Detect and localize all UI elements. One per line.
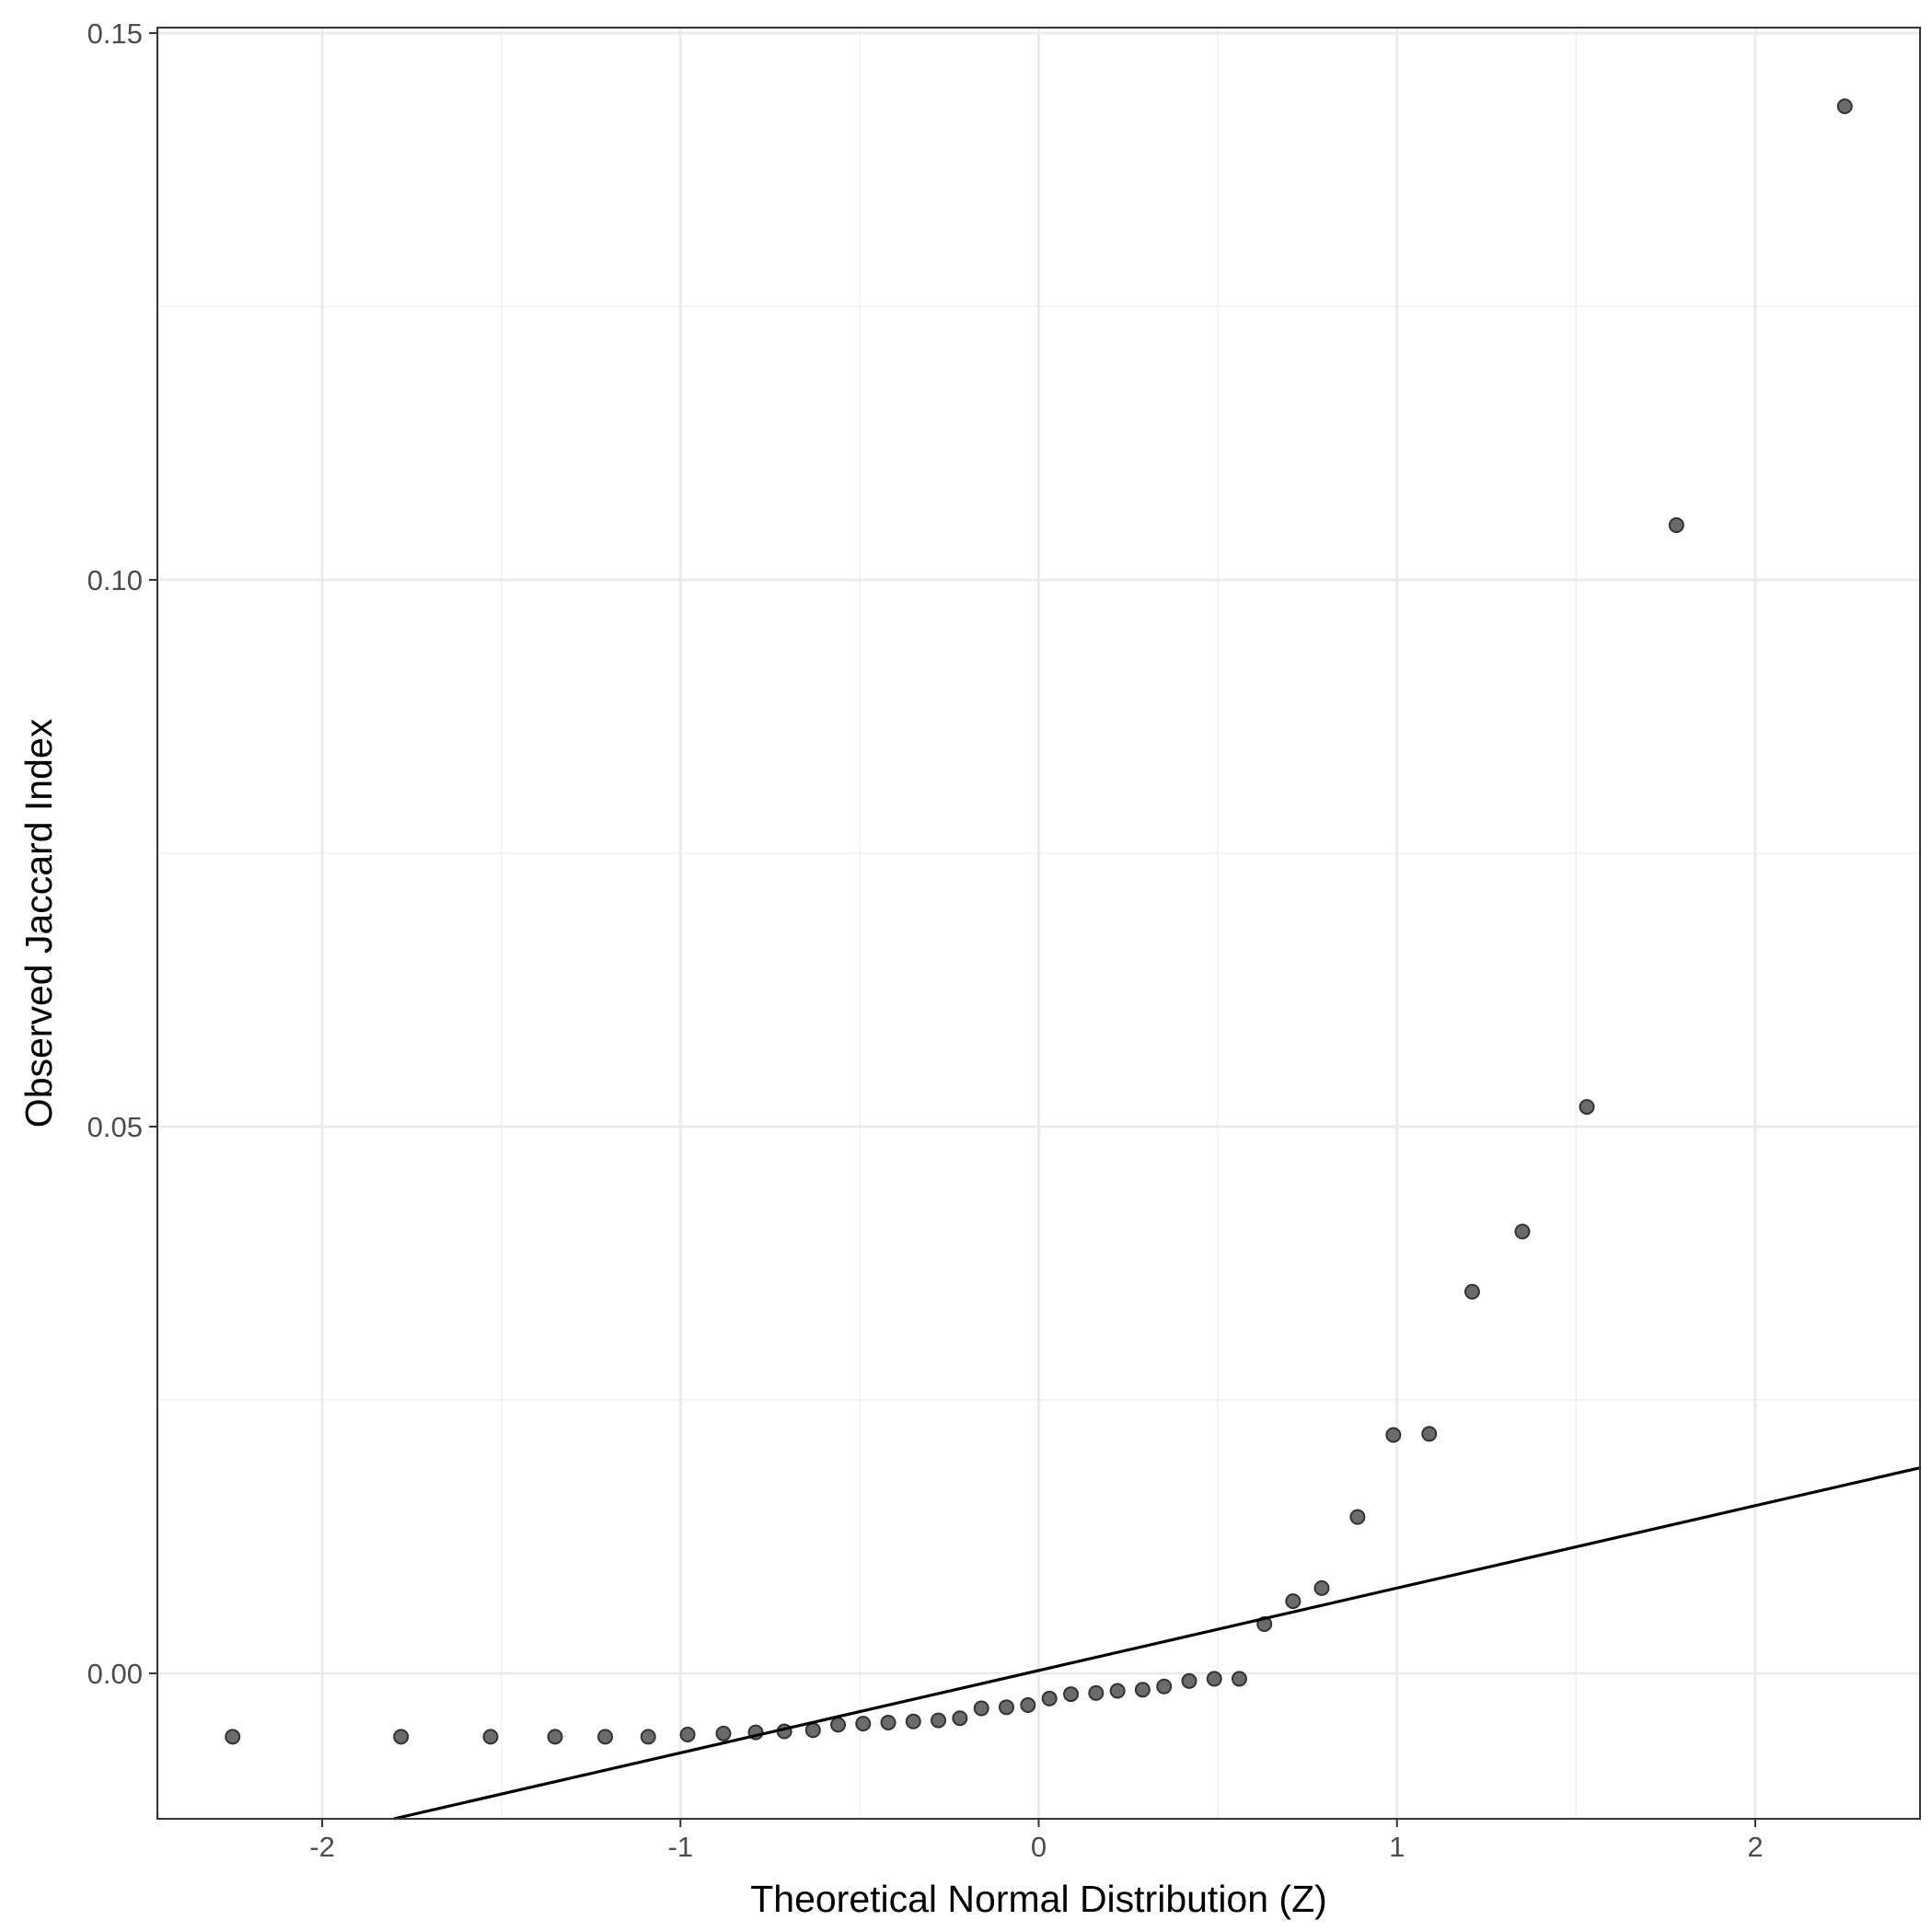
y-tick-label: 0.10 [87,564,143,596]
data-point [679,1727,696,1743]
data-point [1231,1671,1247,1687]
y-tick-label: 0.05 [87,1111,143,1143]
axis-ticks: -2 -1 0 1 2 0.00 0.05 0.10 0.15 [87,17,1764,1863]
data-point [1063,1686,1080,1703]
data-point [1156,1678,1173,1695]
data-point [1514,1223,1531,1240]
data-points [225,98,1853,1745]
x-tick-label: 1 [1389,1831,1405,1863]
data-point [1041,1690,1058,1706]
data-point [855,1716,872,1732]
data-point [1109,1683,1126,1699]
data-point [1385,1427,1402,1443]
data-point [804,1722,821,1739]
y-tick-label: 0.00 [87,1658,143,1690]
x-tick-label: 0 [1031,1831,1047,1863]
x-axis-title: Theoretical Normal Distribution (Z) [750,1878,1327,1920]
data-point [973,1700,989,1717]
x-tick-label: -1 [667,1831,693,1863]
data-point [998,1699,1014,1716]
data-point [1134,1682,1151,1698]
data-point [1579,1099,1595,1116]
y-axis-title: Observed Jaccard Index [17,718,60,1128]
data-point [1285,1593,1301,1610]
data-point [1463,1283,1480,1300]
x-tick-label: 2 [1747,1831,1763,1863]
reference-line-group [393,1466,1921,1821]
data-point [482,1729,499,1745]
data-point [1668,517,1684,534]
data-point [1088,1684,1105,1701]
data-point [931,1712,947,1729]
y-tick-label: 0.15 [87,17,143,50]
grid-lines [157,28,1920,1819]
data-point [225,1729,241,1745]
data-point [880,1714,897,1730]
data-point [952,1710,968,1727]
data-point [905,1713,921,1730]
data-point [1313,1579,1330,1596]
data-point [547,1729,563,1745]
data-point [715,1725,732,1741]
data-point [1836,98,1853,115]
data-point [597,1729,614,1745]
data-point [393,1729,410,1745]
data-point [1421,1426,1438,1442]
data-point [1349,1509,1366,1525]
reference-line [393,1466,1921,1821]
data-point [1181,1672,1197,1689]
data-point [1206,1671,1222,1687]
data-point [830,1717,847,1733]
x-tick-label: -2 [309,1831,335,1863]
data-point [640,1729,656,1745]
data-point [1020,1696,1036,1713]
